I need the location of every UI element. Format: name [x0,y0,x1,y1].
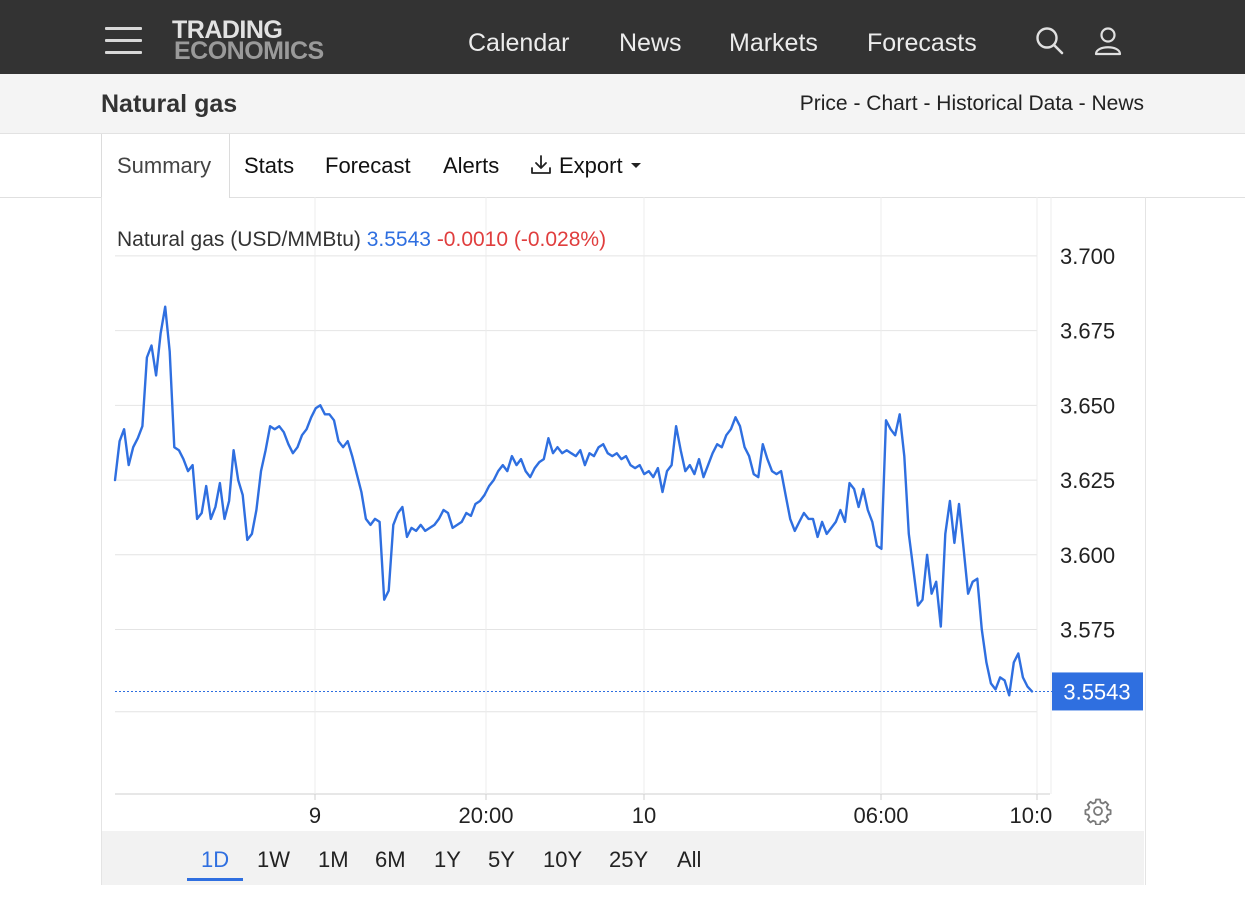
price-series-line [113,305,1034,697]
logo-line-1: TRADING [172,16,283,44]
last-price-label: 3.5543 [1063,679,1130,704]
quote-price: 3.5543 [367,228,437,251]
range-selected-indicator [187,878,243,881]
chart-container: 3.700 3.675 3.650 3.625 3.600 3.575 9 20:00 10 06… [101,197,1146,885]
tab-summary-label: Summary [117,153,212,178]
range-5y[interactable]: 5Y [488,847,515,872]
x-tick-label: 9 [309,803,321,828]
range-all[interactable]: All [677,847,702,872]
nav-markets[interactable]: Markets [729,29,818,57]
x-tick-label: 20:00 [458,803,513,828]
nav-news[interactable]: News [619,29,682,57]
x-tick-label: 10 [632,803,656,828]
axis-mask [1052,797,1144,831]
tab-forecast[interactable]: Forecast [325,153,411,178]
download-icon [531,155,551,174]
range-1m[interactable]: 1M [318,847,349,872]
y-tick-label: 3.600 [1060,543,1115,568]
range-10y[interactable]: 10Y [543,847,583,872]
user-icon[interactable] [1091,24,1125,58]
chart-title: Natural gas (USD/MMBtu) 3.5543 -0.0010 (… [117,228,606,251]
breadcrumb[interactable]: Price - Chart - Historical Data - News [799,92,1144,115]
y-tick-label: 3.675 [1060,319,1115,344]
tab-summary[interactable]: Summary [101,134,230,198]
menu-icon[interactable] [105,27,142,54]
nav-forecasts[interactable]: Forecasts [867,29,977,57]
tab-stats[interactable]: Stats [244,153,295,178]
nav-calendar[interactable]: Calendar [468,29,570,57]
range-25y[interactable]: 25Y [609,847,649,872]
y-tick-label: 3.700 [1060,244,1115,269]
tab-alerts[interactable]: Alerts [443,153,500,178]
quote-name: Natural gas (USD/MMBtu) [117,228,367,251]
gear-icon[interactable] [1084,797,1112,826]
last-price-badge [1052,672,1143,711]
range-1d[interactable]: 1D [201,847,230,872]
trading-economics-logo[interactable]: TRADING ECONOMICS [172,18,352,66]
range-1w[interactable]: 1W [257,847,290,872]
quote-change: -0.0010 (-0.028%) [437,228,606,251]
caret-down-icon [631,163,641,168]
range-6m[interactable]: 6M [375,847,406,872]
page-title: Natural gas [101,90,238,118]
y-tick-label: 3.650 [1060,393,1115,418]
sub-header [0,74,1245,134]
search-icon[interactable] [1033,24,1067,58]
tab-export-label: Export [559,153,623,178]
logo-line-2: ECONOMICS [174,37,324,65]
price-chart: 3.700 3.675 3.650 3.625 3.600 3.575 9 20:00 10 06… [113,197,1144,831]
range-1y[interactable]: 1Y [434,847,461,872]
range-selector [102,831,1144,885]
y-tick-label: 3.625 [1060,468,1115,493]
y-tick-label: 3.575 [1060,618,1115,643]
x-tick-label: 06:00 [853,803,908,828]
